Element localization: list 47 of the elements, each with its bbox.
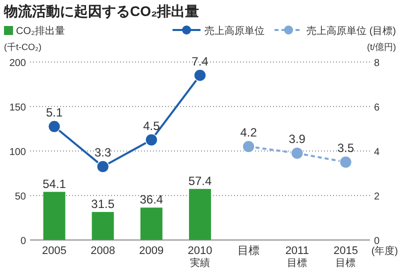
data-label: 31.5 <box>91 196 115 211</box>
bar <box>43 192 66 240</box>
legend-label: 売上高原単位 (目標) <box>306 25 396 37</box>
x-tick-label: 2009 <box>139 245 164 257</box>
y-tick-label: 200 <box>9 58 26 69</box>
point <box>242 140 255 153</box>
y-tick-label: 50 <box>14 192 26 202</box>
data-label: 7.4 <box>192 54 209 68</box>
x-tick-label: 2005 <box>42 245 67 257</box>
point <box>194 68 206 82</box>
x-tick-label: 2008 <box>90 245 116 257</box>
y-tick-label: 0 <box>20 236 26 247</box>
x-axis-title: (年度) <box>371 245 398 257</box>
x-tick-label: 目標 <box>238 245 260 257</box>
y-tick-label: 150 <box>9 102 26 114</box>
data-label: 3.5 <box>337 141 354 156</box>
legend-label: CO₂排出量 <box>16 25 65 37</box>
data-label: 54.1 <box>42 176 66 191</box>
point <box>339 156 352 169</box>
x-tick-label: 2015 目標 <box>333 245 358 269</box>
data-label: 4.2 <box>240 126 258 140</box>
bar <box>92 212 114 240</box>
data-label: 3.9 <box>288 132 306 146</box>
data-label: 57.4 <box>188 174 212 188</box>
bar <box>189 188 211 240</box>
y2-tick-label: 0 <box>374 236 380 247</box>
売上高原単位: 5.1 3.3 4.5 7.4 <box>46 54 208 173</box>
x-tick-label: 2010 実績 <box>188 245 212 269</box>
y-tick-label: 100 <box>9 147 26 158</box>
y2-tick-label: 2 <box>374 192 380 202</box>
legend-label: 売上高原単位 <box>204 25 265 37</box>
y-axis-title: (千t-CO₂) <box>4 42 42 52</box>
y2-tick-label: 8 <box>374 58 380 69</box>
data-label: 5.1 <box>46 106 63 120</box>
data-label: 36.4 <box>140 192 164 207</box>
point <box>290 146 304 160</box>
point <box>145 133 158 146</box>
y2-axis-title: (t/億円) <box>367 42 396 52</box>
point <box>96 160 110 173</box>
point <box>48 120 61 133</box>
chart-title: 物流活動に起因するCO₂排出量 <box>3 3 200 19</box>
y2-tick-label: 4 <box>374 147 380 158</box>
bar <box>140 208 162 240</box>
data-label: 3.3 <box>94 146 112 160</box>
x-tick-label: 2011 目標 <box>285 245 309 269</box>
data-label: 4.5 <box>143 118 160 133</box>
y2-tick-label: 6 <box>374 102 380 114</box>
